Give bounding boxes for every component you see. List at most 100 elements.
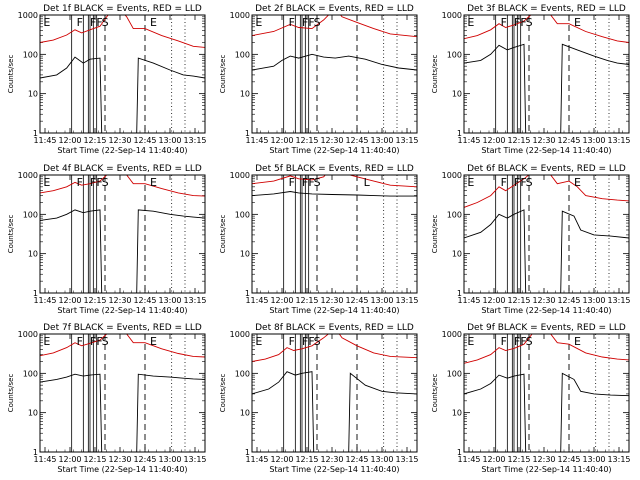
annotation-label: E xyxy=(574,176,581,189)
detector-panel-7: Det 7f BLACK = Events, RED = LLD Counts/s… xyxy=(7,323,207,474)
annotation-label: E xyxy=(150,176,157,189)
annotation-label: E xyxy=(43,335,50,348)
annotation-label: FF xyxy=(90,176,103,189)
annotation-label: E xyxy=(467,335,474,348)
y-tick-label: 1000 xyxy=(230,330,250,339)
x-axis-label: Start Time (22-Sep-14 11:40:40) xyxy=(481,306,611,315)
x-tick-label: 13:00 xyxy=(582,296,605,305)
detector-panel-4: Det 4f BLACK = Events, RED = LLD Counts/s… xyxy=(7,164,207,315)
lld-series-line xyxy=(464,334,629,364)
x-tick-label: 12:00 xyxy=(270,296,293,305)
panel-title: Det 4f BLACK = Events, RED = LLD xyxy=(43,164,202,174)
x-tick-label: 13:15 xyxy=(183,136,206,145)
y-tick-label: 10 xyxy=(28,90,38,99)
y-tick-label: 1 xyxy=(33,289,38,298)
annotation-label: FF xyxy=(302,16,315,29)
y-axis-label: Counts/sec xyxy=(431,374,439,413)
x-tick-label: 12:15 xyxy=(507,455,530,464)
events-series-line xyxy=(464,43,629,133)
y-axis-label: Counts/sec xyxy=(431,55,439,94)
x-tick-label: 12:30 xyxy=(532,455,555,464)
detector-panel-5: Det 5f BLACK = Events, RED = LLD Counts/s… xyxy=(219,164,419,315)
y-axis-label: Counts/sec xyxy=(7,55,15,94)
events-series-line xyxy=(464,372,629,452)
x-tick-label: 12:00 xyxy=(270,136,293,145)
annotation-label: E xyxy=(574,335,581,348)
x-tick-label: 13:15 xyxy=(183,296,206,305)
y-tick-label: 10 xyxy=(452,90,462,99)
x-tick-label: 12:00 xyxy=(58,136,81,145)
annotation-label: S xyxy=(314,16,321,29)
y-tick-label: 10 xyxy=(452,409,462,418)
x-axis-label: Start Time (22-Sep-14 11:40:40) xyxy=(57,146,187,155)
x-tick-label: 12:30 xyxy=(108,136,131,145)
x-tick-label: 12:45 xyxy=(557,296,580,305)
y-tick-label: 10 xyxy=(28,250,38,259)
x-axis-label: Start Time (22-Sep-14 11:40:40) xyxy=(269,465,399,474)
x-tick-label: 12:45 xyxy=(557,136,580,145)
panel-title: Det 8f BLACK = Events, RED = LLD xyxy=(255,323,414,333)
plot-frame xyxy=(251,14,418,134)
annotation-label: E xyxy=(255,16,262,29)
y-tick-label: 1000 xyxy=(442,11,462,20)
x-axis-label: Start Time (22-Sep-14 11:40:40) xyxy=(57,306,187,315)
annotation-label: F xyxy=(501,335,507,348)
x-tick-label: 12:00 xyxy=(482,296,505,305)
y-tick-label: 10 xyxy=(28,409,38,418)
lld-series-line xyxy=(464,15,629,43)
annotation-label: E xyxy=(150,335,157,348)
lld-series-line xyxy=(464,175,629,208)
lld-series-line xyxy=(252,15,417,38)
x-tick-label: 12:15 xyxy=(295,136,318,145)
y-tick-label: 100 xyxy=(447,50,462,59)
x-tick-label: 11:45 xyxy=(33,136,56,145)
y-tick-label: 1000 xyxy=(442,330,462,339)
x-tick-label: 11:45 xyxy=(457,136,480,145)
y-axis-label: Counts/sec xyxy=(219,374,227,413)
lld-series-line xyxy=(252,334,417,362)
annotation-label: F xyxy=(289,16,295,29)
plot-frame xyxy=(463,333,630,453)
x-tick-label: 11:45 xyxy=(33,296,56,305)
x-tick-label: 13:15 xyxy=(395,136,418,145)
y-axis-label: Counts/sec xyxy=(7,215,15,254)
y-tick-label: 100 xyxy=(235,50,250,59)
x-tick-label: 12:45 xyxy=(133,455,156,464)
annotation-label: F xyxy=(501,176,507,189)
x-tick-label: 12:00 xyxy=(58,455,81,464)
panel-title: Det 2f BLACK = Events, RED = LLD xyxy=(255,4,414,14)
annotation-label: F xyxy=(501,16,507,29)
y-tick-label: 1 xyxy=(457,129,462,138)
x-tick-label: 12:30 xyxy=(532,296,555,305)
x-tick-label: 11:45 xyxy=(457,296,480,305)
annotation-label: S xyxy=(102,16,109,29)
x-tick-label: 12:00 xyxy=(270,455,293,464)
x-axis-label: Start Time (22-Sep-14 11:40:40) xyxy=(481,146,611,155)
x-tick-label: 12:45 xyxy=(133,296,156,305)
y-tick-label: 1000 xyxy=(18,330,38,339)
x-tick-label: 11:45 xyxy=(33,455,56,464)
y-tick-label: 10 xyxy=(240,90,250,99)
x-tick-label: 12:00 xyxy=(482,136,505,145)
x-tick-label: 12:30 xyxy=(320,136,343,145)
annotation-label: S xyxy=(526,176,533,189)
panel-title: Det 1f BLACK = Events, RED = LLD xyxy=(43,4,202,14)
annotation-label: L xyxy=(364,176,371,189)
annotation-label: F xyxy=(289,335,295,348)
annotation-label: S xyxy=(526,335,533,348)
y-tick-label: 100 xyxy=(235,210,250,219)
x-tick-label: 12:15 xyxy=(507,136,530,145)
annotation-label: S xyxy=(314,176,321,189)
x-tick-label: 13:00 xyxy=(158,296,181,305)
plot-frame xyxy=(251,174,418,294)
y-axis-label: Counts/sec xyxy=(219,55,227,94)
x-axis-label: Start Time (22-Sep-14 11:40:40) xyxy=(269,306,399,315)
y-tick-label: 10 xyxy=(452,250,462,259)
x-tick-label: 13:00 xyxy=(158,455,181,464)
y-tick-label: 1000 xyxy=(230,171,250,180)
events-series-line xyxy=(40,373,205,452)
x-tick-label: 11:45 xyxy=(245,296,268,305)
lld-series-line xyxy=(252,175,417,188)
detector-panel-8: Det 8f BLACK = Events, RED = LLD Counts/s… xyxy=(219,323,419,474)
